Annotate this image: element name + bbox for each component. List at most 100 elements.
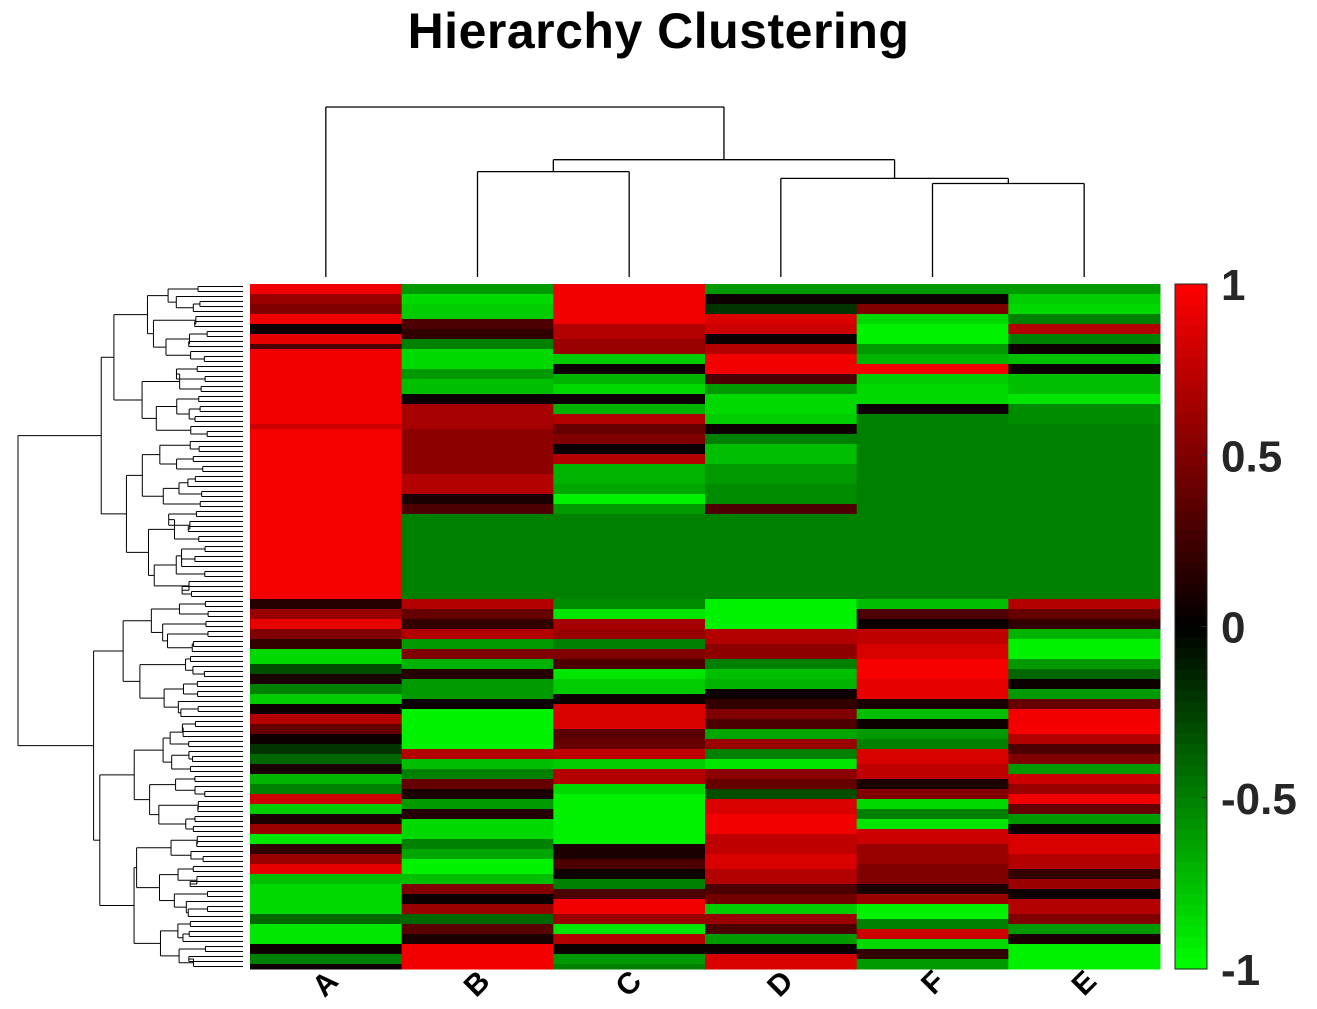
heatmap-cell	[1008, 659, 1161, 670]
colorbar-segment	[1175, 647, 1207, 660]
colorbar: 1 0.5 0 -0.5 -1	[1174, 261, 1297, 995]
heatmap-cell	[553, 394, 706, 405]
heatmap-cell	[856, 424, 1009, 515]
colorbar-segment	[1175, 744, 1207, 756]
heatmap-cell	[401, 904, 554, 915]
heatmap-cell	[1008, 924, 1161, 935]
heatmap-cell	[401, 659, 554, 670]
heatmap-cell	[705, 414, 858, 425]
heatmap-cell	[553, 924, 706, 935]
heatmap-cell	[553, 354, 706, 365]
heatmap-cell	[1008, 304, 1161, 315]
colorbar-segment	[1175, 958, 1207, 970]
heatmap-cell	[250, 784, 403, 795]
heatmap-cells	[250, 284, 1161, 970]
colorbar-segment	[1175, 316, 1207, 328]
heatmap-cell	[553, 434, 706, 445]
heatmap-cell	[553, 879, 706, 890]
heatmap-cell	[705, 514, 858, 600]
heatmap-cell	[401, 294, 554, 305]
heatmap-cell	[250, 429, 403, 600]
column-label: A	[306, 965, 345, 1004]
heatmap-cell	[401, 839, 554, 850]
colorbar-segment	[1175, 605, 1207, 617]
heatmap-cell	[705, 769, 858, 780]
heatmap-cell	[401, 759, 554, 770]
colorbar-segment	[1175, 851, 1207, 863]
heatmap-cell	[250, 844, 403, 855]
heatmap-cell	[401, 599, 554, 610]
heatmap-cell	[1008, 944, 1161, 970]
colorbar-segment	[1175, 540, 1207, 553]
heatmap-cell	[250, 824, 403, 835]
heatmap-cell	[1008, 284, 1161, 295]
heatmap-cell	[401, 924, 554, 935]
heatmap-cell	[1008, 744, 1161, 755]
heatmap-cell	[250, 649, 403, 665]
heatmap-cell	[705, 434, 858, 445]
heatmap-cell	[553, 694, 706, 705]
colorbar-segment	[1175, 337, 1207, 349]
heatmap-cell	[250, 599, 403, 610]
colorbar-segment	[1175, 904, 1207, 917]
colorbar-segment	[1175, 637, 1207, 649]
heatmap-cell	[856, 884, 1009, 895]
colorbar-segment	[1175, 284, 1207, 296]
heatmap-cell	[856, 599, 1009, 610]
heatmap-cell	[856, 809, 1009, 820]
colorbar-tick-label: 0.5	[1221, 432, 1282, 481]
heatmap-cell	[1008, 879, 1161, 890]
heatmap-cell	[705, 799, 858, 815]
heatmap-cell	[856, 644, 1009, 660]
colorbar-segment	[1175, 305, 1207, 317]
colorbar-segment	[1175, 433, 1207, 446]
heatmap-cell	[856, 384, 1009, 405]
heatmap-cell	[553, 859, 706, 870]
heatmap-cell	[250, 774, 403, 785]
heatmap-cell	[250, 609, 403, 620]
heatmap-cell	[553, 484, 706, 495]
colorbar-segment	[1175, 562, 1207, 574]
heatmap-cell	[250, 814, 403, 825]
heatmap-cell	[856, 284, 1009, 295]
heatmap-cell	[1008, 364, 1161, 375]
colorbar-tick-label: -0.5	[1221, 775, 1297, 824]
colorbar-segment	[1175, 465, 1207, 478]
heatmap-cell	[1008, 784, 1161, 795]
colorbar-segment	[1175, 808, 1207, 820]
colorbar-segment	[1175, 369, 1207, 381]
heatmap-cell	[250, 674, 403, 685]
heatmap-cell	[401, 874, 554, 885]
heatmap-cell	[250, 704, 403, 715]
heatmap-cell	[553, 729, 706, 740]
heatmap-cell	[553, 374, 706, 385]
colorbar-segment	[1175, 658, 1207, 670]
heatmap-cell	[401, 819, 554, 840]
heatmap-cell	[1008, 764, 1161, 775]
heatmap-cell	[553, 749, 706, 760]
heatmap-cell	[705, 729, 858, 740]
heatmap-cell	[250, 334, 403, 345]
heatmap-cell	[401, 709, 554, 750]
colorbar-segment	[1175, 840, 1207, 852]
colorbar-segment	[1175, 680, 1207, 692]
heatmap-cell	[250, 324, 403, 335]
colorbar-segment	[1175, 358, 1207, 371]
heatmap-cell	[705, 394, 858, 415]
heatmap-cell	[705, 304, 858, 315]
heatmap-cell	[705, 709, 858, 720]
heatmap-cell	[856, 779, 1009, 790]
heatmap-cell	[250, 804, 403, 815]
heatmap-cell	[553, 609, 706, 620]
heatmap-cell	[250, 794, 403, 805]
heatmap-cell	[553, 454, 706, 465]
heatmap-cell	[250, 884, 403, 915]
heatmap-cell	[401, 394, 554, 405]
heatmap-cell	[705, 894, 858, 905]
heatmap-cell	[856, 894, 1009, 905]
colorbar-segment	[1175, 712, 1207, 724]
heatmap-cell	[553, 769, 706, 785]
colorbar-segment	[1175, 669, 1207, 681]
heatmap-cell	[401, 789, 554, 800]
heatmap-cell	[250, 344, 403, 350]
